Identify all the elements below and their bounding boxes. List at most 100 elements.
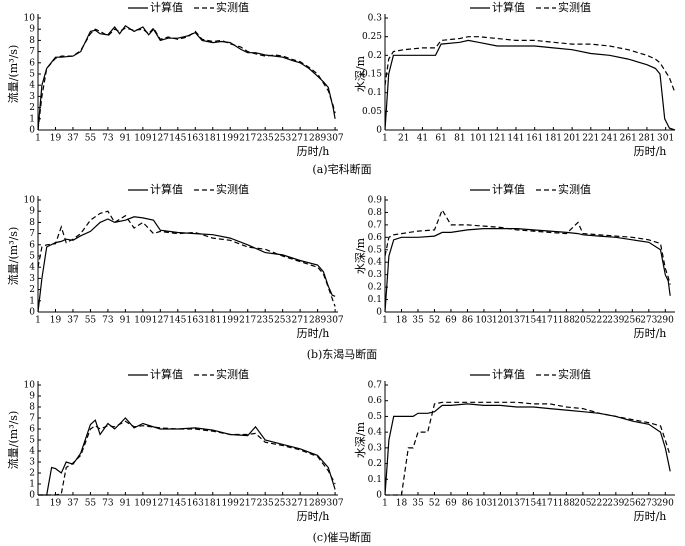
x-tick-label: 61	[435, 134, 446, 144]
x-tick-label: 241	[601, 134, 618, 144]
x-tick-label: 235	[257, 134, 274, 144]
y-tick-label: 0.15	[362, 70, 382, 80]
legend-label: 实测值	[558, 367, 591, 381]
x-tick-label: 222	[591, 499, 608, 509]
x-tick-label: 181	[204, 134, 221, 144]
x-tick-label: 109	[134, 134, 151, 144]
y-tick-label: 0	[29, 308, 35, 318]
x-tick-label: 1	[35, 134, 41, 144]
caption: (b)东渴马断面	[307, 347, 378, 361]
x-tick-label: 73	[102, 134, 114, 144]
x-tick-label: 127	[152, 134, 169, 144]
x-tick-label: 55	[85, 499, 97, 509]
legend-label: 计算值	[150, 0, 183, 14]
y-tick-label: 0.6	[368, 233, 383, 243]
caption: (a)宅科断面	[312, 162, 371, 176]
y-tick-label: 7	[29, 47, 35, 57]
y-tick-label: 0.3	[368, 14, 383, 24]
x-tick-label: 121	[489, 134, 506, 144]
y-tick-label: 0.4	[368, 258, 383, 268]
y-tick-label: 7	[29, 229, 35, 239]
x-tick-label: 171	[541, 499, 558, 509]
x-tick-label: 290	[657, 499, 674, 509]
x-tick-label: 103	[475, 316, 492, 326]
x-tick-label: 18	[396, 499, 408, 509]
x-tick-label: 199	[222, 499, 239, 509]
y-tick-label: 0.25	[362, 32, 382, 42]
x-tick-label: 1	[35, 499, 41, 509]
x-tick-label: 271	[292, 316, 309, 326]
y-tick-label: 4	[29, 81, 35, 91]
x-tick-label: 171	[541, 316, 558, 326]
series-line	[385, 401, 671, 496]
x-tick-label: 221	[582, 134, 599, 144]
y-tick-label: 0.1	[368, 295, 382, 305]
x-tick-label: 37	[67, 499, 79, 509]
x-tick-label: 239	[607, 499, 624, 509]
y-tick-label: 0	[376, 308, 382, 318]
y-tick-label: 0.5	[368, 412, 383, 422]
x-tick-label: 120	[492, 316, 509, 326]
series-line	[37, 24, 336, 131]
x-tick-label: 239	[607, 316, 624, 326]
x-tick-label: 199	[222, 134, 239, 144]
x-tick-label: 86	[462, 499, 474, 509]
x-tick-label: 55	[85, 134, 97, 144]
y-tick-label: 4	[29, 447, 35, 457]
x-tick-label: 154	[525, 316, 542, 326]
y-tick-label: 0.2	[368, 51, 382, 61]
x-tick-label: 271	[292, 499, 309, 509]
x-tick-label: 137	[508, 316, 525, 326]
x-tick-label: 73	[102, 499, 114, 509]
series-line	[37, 27, 336, 131]
x-tick-label: 201	[564, 134, 581, 144]
x-tick-label: 19	[50, 316, 62, 326]
y-tick-label: 5	[29, 436, 35, 446]
y-tick-label: 0	[376, 491, 382, 501]
x-tick-label: 145	[169, 499, 186, 509]
x-tick-label: 55	[85, 316, 97, 326]
legend-label: 计算值	[150, 367, 183, 381]
y-tick-label: 9	[29, 207, 35, 217]
x-tick-label: 307	[326, 134, 343, 144]
y-tick-label: 8	[29, 218, 35, 228]
x-tick-label: 35	[412, 499, 424, 509]
x-tick-label: 163	[187, 134, 204, 144]
x-tick-label: 253	[274, 316, 291, 326]
x-tick-label: 91	[120, 134, 131, 144]
series-line	[384, 208, 671, 285]
y-tick-label: 4	[29, 263, 35, 273]
y-tick-label: 3	[29, 274, 35, 284]
y-axis-label: 水深/m	[354, 421, 367, 458]
x-tick-label: 261	[620, 134, 637, 144]
series-line	[384, 228, 671, 313]
y-tick-label: 7	[29, 414, 35, 424]
y-tick-label: 10	[24, 196, 36, 206]
x-tick-label: 141	[507, 134, 524, 144]
x-axis-label: 历时/h	[297, 510, 330, 523]
y-tick-label: 0.7	[368, 381, 383, 391]
y-tick-label: 1	[29, 114, 35, 124]
legend-label: 实测值	[216, 367, 249, 381]
y-tick-label: 0.8	[368, 208, 383, 218]
x-tick-label: 307	[326, 316, 343, 326]
y-tick-label: 2	[29, 469, 35, 479]
legend-label: 实测值	[216, 182, 249, 196]
legend-label: 计算值	[492, 0, 525, 14]
x-axis-label: 历时/h	[297, 327, 330, 340]
x-tick-label: 163	[187, 499, 204, 509]
x-tick-label: 120	[492, 499, 509, 509]
y-tick-label: 0.4	[368, 428, 383, 438]
legend-label: 计算值	[492, 182, 525, 196]
y-tick-label: 0.05	[362, 107, 382, 117]
x-tick-label: 256	[624, 316, 641, 326]
x-tick-label: 301	[657, 134, 674, 144]
x-tick-label: 281	[638, 134, 655, 144]
y-axis-label: 流量/(m³/s)	[6, 411, 20, 469]
x-tick-label: 199	[222, 316, 239, 326]
legend-label: 实测值	[216, 0, 249, 14]
legend-label: 实测值	[558, 0, 591, 14]
y-tick-label: 10	[24, 14, 36, 24]
x-tick-label: 154	[525, 499, 542, 509]
x-tick-label: 205	[574, 316, 591, 326]
